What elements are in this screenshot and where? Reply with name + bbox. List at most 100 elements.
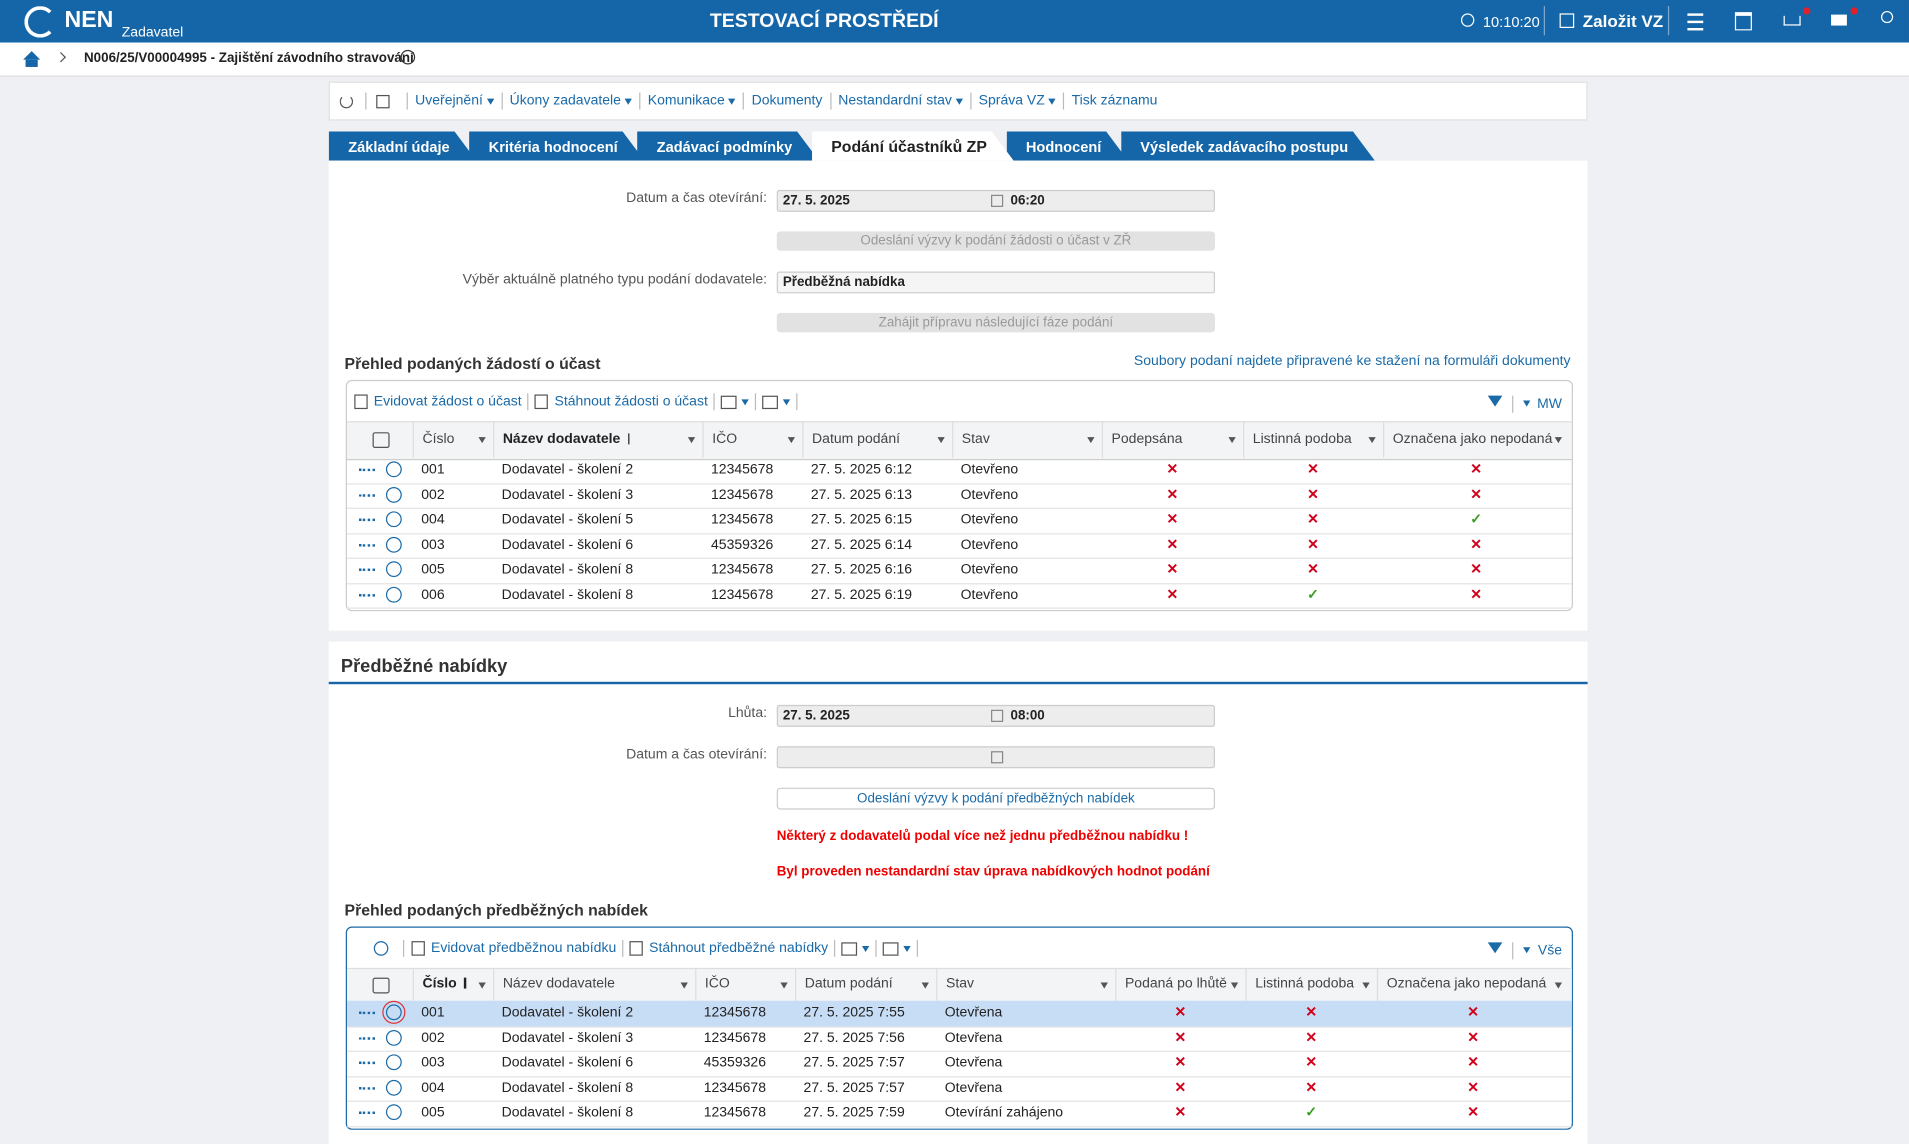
select[interactable]: Předběžná nabídka (776, 271, 1216, 294)
info-icon[interactable] (382, 1000, 406, 1024)
more-icon[interactable] (359, 1086, 375, 1093)
column-title: IČO (712, 432, 738, 447)
home-icon[interactable] (23, 51, 41, 60)
toolbar-item[interactable]: Dokumenty (751, 93, 823, 109)
info-icon[interactable] (385, 1054, 402, 1071)
toolbar-item[interactable]: Úkony zadavatele (509, 93, 621, 109)
table-row[interactable] (346, 583, 1572, 609)
settings-icon[interactable] (372, 432, 390, 449)
print-icon[interactable] (841, 941, 858, 956)
more-icon[interactable] (359, 1061, 375, 1068)
column-header[interactable]: Stav (936, 967, 1115, 1001)
more-icon[interactable] (359, 493, 375, 500)
close-icon[interactable] (400, 49, 416, 65)
more-icon[interactable] (359, 518, 375, 525)
info-icon[interactable] (385, 1029, 402, 1046)
column-header[interactable]: IČO (695, 967, 795, 1001)
info-icon[interactable] (385, 536, 402, 553)
toolbar-item[interactable]: Tisk záznamu (1071, 93, 1158, 109)
table-row[interactable] (346, 533, 1572, 559)
tab[interactable]: Podání účastníků ZP (812, 131, 1014, 160)
column-header[interactable]: Označena jako nepodaná (1376, 967, 1569, 1001)
print-icon[interactable] (721, 395, 738, 409)
info-icon[interactable] (385, 486, 402, 503)
download-icon[interactable] (1783, 15, 1801, 26)
table-row[interactable] (346, 483, 1572, 509)
table-row[interactable] (346, 508, 1572, 534)
column-header[interactable]: Listinná podoba (1243, 421, 1383, 458)
table-row[interactable] (346, 1051, 1572, 1077)
sep (1512, 941, 1514, 959)
tab[interactable]: Kritéria hodnocení (469, 131, 644, 160)
more-icon[interactable] (359, 1011, 375, 1018)
view-name[interactable]: MW (1537, 396, 1563, 411)
date-input[interactable]: 27. 5. 2025 08:00 (776, 704, 1216, 727)
more-icon[interactable] (359, 593, 375, 600)
export-icon[interactable] (882, 941, 899, 956)
table-row[interactable] (346, 458, 1572, 484)
view-name[interactable]: Vše (1537, 942, 1563, 958)
column-header[interactable]: Stav (952, 421, 1102, 458)
action-icon (354, 394, 368, 410)
info-icon[interactable] (385, 461, 402, 478)
sep (365, 92, 367, 110)
column-header[interactable]: Číslo (412, 421, 493, 458)
dropdown-arrow (728, 98, 736, 108)
table-row[interactable] (346, 1101, 1572, 1127)
date-input[interactable]: 27. 5. 2025 06:20 (776, 189, 1216, 212)
button[interactable]: Odeslání výzvy k podání předběžných nabí… (776, 787, 1216, 810)
info-icon[interactable] (385, 511, 402, 528)
filter-icon[interactable] (1487, 942, 1503, 960)
action[interactable]: Stáhnout předběžné nabídky (649, 941, 829, 956)
column-header[interactable]: Název dodavatele (493, 967, 695, 1001)
tabs: Základní údaje Kritéria hodnocení Zadávací… (329, 131, 1368, 160)
table-row[interactable] (346, 1076, 1572, 1102)
table-row[interactable] (346, 558, 1572, 584)
user-icon[interactable] (1880, 10, 1894, 24)
status-icon: ✕ (1467, 1080, 1479, 1096)
column-header[interactable]: Podepsána (1101, 421, 1243, 458)
tab[interactable]: Výsledek zadávacího postupu (1121, 131, 1375, 160)
toolbar-item[interactable]: Uveřejnění (415, 93, 483, 109)
toolbar-item[interactable]: Komunikace (647, 93, 725, 109)
more-icon[interactable] (359, 468, 375, 475)
info-icon[interactable] (385, 1104, 402, 1121)
column-header[interactable]: Datum podání (795, 967, 936, 1001)
calendar-icon[interactable] (1734, 12, 1752, 31)
toolbar-item[interactable]: Správa VZ (978, 93, 1045, 109)
column-header[interactable]: Číslo (412, 967, 493, 1001)
action[interactable]: Stáhnout žádosti o účast (554, 394, 708, 410)
column-header[interactable]: Název dodavatele (493, 421, 702, 458)
info-icon[interactable] (385, 561, 402, 578)
filter-icon[interactable] (1487, 395, 1502, 414)
toolbar-item[interactable]: Nestandardní stav (838, 93, 952, 109)
tab[interactable]: Hodnocení (1006, 131, 1128, 160)
status-icon: ✕ (1307, 462, 1319, 478)
column-header[interactable]: Datum podání (802, 421, 952, 458)
more-icon[interactable] (359, 1111, 375, 1118)
column-header[interactable]: IČO (702, 421, 802, 458)
tab[interactable]: Zadávací podmínky (637, 131, 819, 160)
settings-icon[interactable] (372, 977, 390, 993)
column-header[interactable]: Podaná po lhůtě (1115, 967, 1245, 1001)
create-button[interactable]: Založit VZ (1582, 10, 1664, 31)
export-icon[interactable] (762, 395, 779, 409)
column-header[interactable]: Listinná podoba (1245, 967, 1376, 1001)
menu-icon[interactable] (1687, 13, 1704, 31)
more-icon[interactable] (359, 543, 375, 550)
info-icon[interactable] (385, 586, 402, 603)
date-input[interactable] (776, 746, 1216, 769)
action[interactable]: Evidovat předběžnou nabídku (430, 941, 617, 956)
column-header[interactable]: Označena jako nepodaná (1383, 421, 1569, 458)
mail-icon[interactable] (1831, 14, 1847, 26)
more-icon[interactable] (359, 568, 375, 575)
info-icon[interactable] (385, 1079, 402, 1096)
status-icon: ✕ (1470, 562, 1483, 578)
table-row[interactable] (346, 1000, 1572, 1027)
documents-link[interactable]: Soubory podaní najdete připravené ke sta… (1133, 354, 1571, 369)
breadcrumb-title: N006/25/V00004995 - Zajištění závodního … (84, 51, 414, 66)
more-icon[interactable] (359, 1036, 375, 1043)
table-row[interactable] (346, 1026, 1572, 1052)
action[interactable]: Evidovat žádost o účast (373, 394, 522, 410)
tab[interactable]: Základní údaje (329, 131, 477, 160)
